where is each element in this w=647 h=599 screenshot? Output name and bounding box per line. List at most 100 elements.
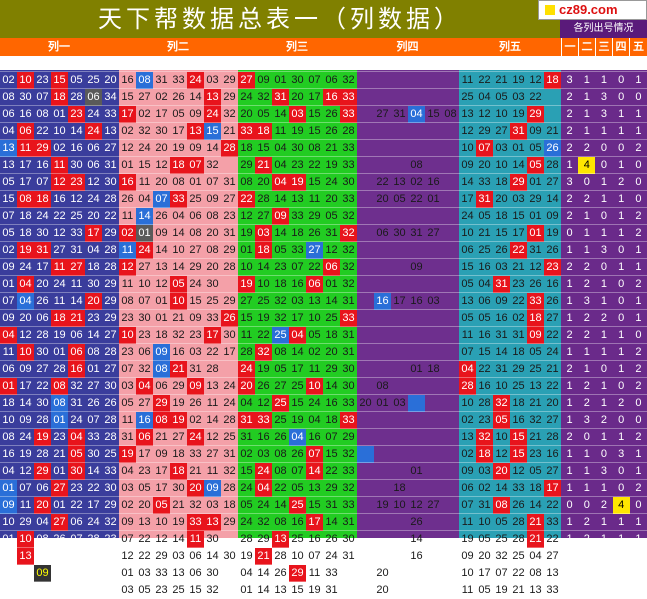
table-cell: 05 [529, 142, 542, 154]
table-cell: 10 [291, 550, 304, 562]
table-cell: 11 [461, 516, 474, 528]
grid-line [459, 343, 561, 344]
table-cell: 04 [240, 397, 253, 409]
table-cell: 20 [104, 74, 117, 86]
table-cell [425, 429, 442, 446]
table-cell: 2 [635, 210, 642, 222]
table-cell: 31 [342, 295, 355, 307]
table-cell: 0 [600, 159, 608, 171]
table-cell: 11 [70, 278, 83, 290]
table-cell: 2 [566, 329, 573, 341]
table-cell: 01 [529, 210, 542, 222]
table-cell: 0 [600, 261, 608, 273]
table-cell: 05 [495, 91, 508, 103]
table-cell: 28 [104, 193, 117, 205]
table-cell: 1 [600, 295, 608, 307]
grid-line [561, 173, 647, 174]
table-cell: 1 [635, 448, 642, 460]
grid-line [119, 258, 238, 259]
table-cell [442, 225, 459, 242]
table-cell: 32 [138, 125, 151, 137]
table-cell: 30 [104, 176, 117, 188]
table-cell: 03 [121, 584, 134, 596]
grid-line [238, 275, 357, 276]
table-cell: 31 [493, 276, 510, 293]
table-cell: 24 [36, 210, 49, 222]
table-cell: 33 [189, 448, 202, 460]
table-cell: 06 [70, 329, 83, 341]
table-cell [408, 310, 425, 327]
table-cell: 33 [104, 108, 117, 120]
table-cell: 15 [510, 429, 527, 446]
table-cell: 11 [17, 140, 34, 157]
table-cell [374, 463, 391, 480]
table-cell: 25 [274, 414, 287, 426]
table-cell [442, 276, 459, 293]
table-cell: 0 [566, 227, 573, 239]
grid-line [119, 105, 238, 106]
table-cell [442, 310, 459, 327]
table-cell: 15 [308, 125, 321, 137]
site-logo[interactable]: cz89.com [538, 0, 647, 20]
table-cell: 16 [136, 412, 153, 429]
grid-line [357, 547, 459, 548]
table-cell: 24 [546, 346, 559, 358]
grid-line [119, 581, 238, 582]
table-cell: 22 [257, 329, 270, 341]
table-cell: 07 [121, 363, 134, 375]
table-cell: 06 [36, 312, 49, 324]
table-cell [391, 582, 408, 599]
table-cell: 07 [306, 446, 323, 463]
table-cell: 33 [172, 74, 185, 86]
table-cell: 07 [187, 157, 204, 174]
grid-line [561, 479, 647, 480]
table-cell [357, 412, 374, 429]
table-cell: 09 [461, 159, 474, 171]
table-cell: 32 [223, 465, 236, 477]
table-cell: 23 [121, 346, 134, 358]
table-cell: 03 [189, 346, 202, 358]
table-cell: 1 [600, 346, 608, 358]
grid-line [561, 547, 647, 548]
table-cell: 27 [189, 244, 202, 256]
table-cell: 08 [153, 412, 170, 429]
right-panel-title: 各列出号情况 [560, 20, 647, 38]
table-cell: 08 [2, 431, 15, 443]
table-cell: 1 [566, 414, 573, 426]
table-cell: 15 [325, 448, 338, 460]
grid-line [0, 496, 119, 497]
table-cell: 31 [342, 329, 355, 341]
table-cell: 21 [546, 363, 559, 375]
table-cell: 15 [19, 567, 32, 579]
table-cell: 19 [172, 397, 185, 409]
table-cell: 2 [635, 278, 642, 290]
table-cell: 04 [459, 361, 476, 378]
table-cell: 27 [306, 242, 323, 259]
table-cell [442, 327, 459, 344]
page-title: 天下帮数据总表一（列数据） [98, 5, 462, 33]
table-cell: 04 [136, 378, 153, 395]
table-cell: 1 [600, 278, 608, 290]
table-cell: 04 [172, 210, 185, 222]
table-cell: 14 [306, 463, 323, 480]
grid-line [238, 173, 357, 174]
table-cell: 09 [155, 227, 168, 239]
table-cell [374, 480, 391, 497]
table-cell [221, 276, 238, 293]
table-cell: 15 [427, 108, 440, 120]
table-cell: 01 [121, 159, 134, 171]
table-cell: 17 [306, 514, 323, 531]
table-cell: 16 [427, 176, 440, 188]
table-cell: 26 [36, 295, 49, 307]
table-cell: 24 [87, 108, 100, 120]
table-cell: 09 [206, 193, 219, 205]
table-cell [442, 174, 459, 191]
grid-line [561, 241, 647, 242]
table-cell: 28 [104, 261, 117, 273]
grid-line [357, 496, 459, 497]
table-cell: 07 [153, 191, 170, 208]
table-cell: 17 [138, 448, 151, 460]
table-cell [357, 310, 374, 327]
table-cell: 2 [583, 312, 590, 324]
table-cell: 1 [600, 431, 608, 443]
